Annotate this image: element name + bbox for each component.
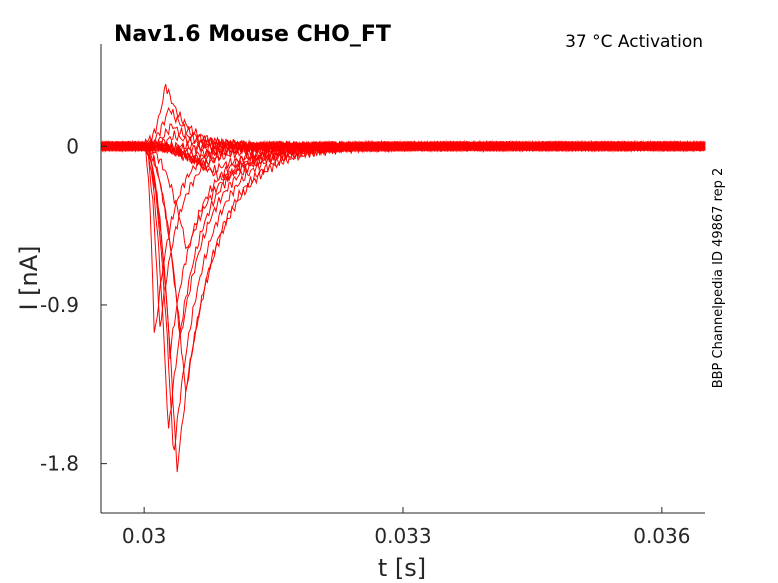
x-ticks: 0.03 0.033 0.036 bbox=[122, 507, 690, 548]
y-tick-label: -0.9 bbox=[40, 293, 79, 317]
x-tick-label: 0.033 bbox=[374, 524, 431, 548]
plot-background bbox=[101, 44, 705, 513]
side-label: BBP Channelpedia ID 49867 rep 2 bbox=[711, 168, 726, 389]
current-traces bbox=[100, 84, 706, 473]
x-axis-label: t [s] bbox=[378, 554, 426, 582]
current-trace bbox=[100, 139, 706, 451]
current-trace bbox=[100, 139, 706, 250]
y-ticks: 0 -0.9 -1.8 bbox=[40, 134, 107, 476]
chart-title: Nav1.6 Mouse CHO_FT bbox=[114, 22, 391, 47]
y-tick-label: 0 bbox=[66, 134, 79, 158]
x-tick-label: 0.03 bbox=[122, 524, 167, 548]
x-tick-label: 0.036 bbox=[633, 524, 690, 548]
y-tick-label: -1.8 bbox=[40, 452, 79, 476]
current-trace bbox=[100, 139, 706, 392]
chart-subtitle: 37 °C Activation bbox=[565, 32, 703, 52]
y-axis-label: I [nA] bbox=[15, 245, 43, 310]
